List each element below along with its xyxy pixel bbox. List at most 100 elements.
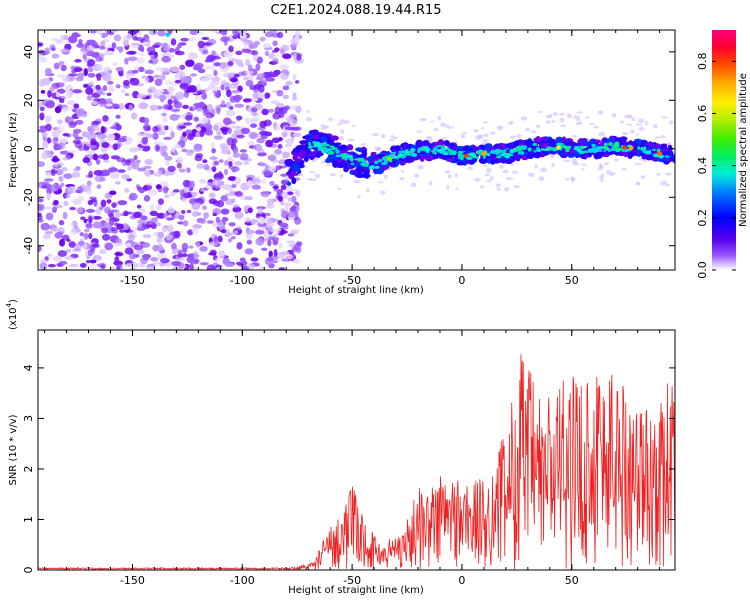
noise-blob (62, 157, 69, 161)
ridge-blob (299, 140, 307, 144)
ridge-core-blob (528, 149, 532, 152)
ridge-halo-blob (534, 164, 539, 169)
ridge-core-blob (327, 150, 335, 155)
noise-blob (216, 106, 221, 115)
noise-blob (124, 247, 134, 255)
ridge-halo-blob (653, 124, 658, 129)
ridge-blob (364, 172, 370, 178)
noise-blob (235, 50, 243, 56)
noise-blob (59, 150, 70, 155)
noise-blob (196, 163, 205, 169)
noise-blob (133, 155, 138, 161)
noise-blob (146, 126, 151, 132)
noise-blob (43, 224, 48, 231)
noise-blob (125, 242, 132, 248)
noise-blob (260, 191, 270, 198)
noise-blob (145, 220, 154, 226)
noise-blob (215, 93, 220, 99)
noise-blob (257, 152, 267, 157)
ridge-halo-blob (380, 134, 386, 139)
noise-blob (175, 91, 185, 100)
colorbar-tick-label: 0.8 (696, 53, 709, 71)
noise-blob (143, 165, 152, 170)
noise-blob (71, 32, 80, 38)
ridge-peak (621, 145, 627, 150)
noise-blob (47, 263, 56, 268)
noise-blob (217, 171, 223, 179)
noise-blob (45, 104, 55, 109)
noise-blob (227, 176, 237, 181)
noise-blob (239, 149, 248, 153)
spectrogram-y-tick-label: 0 (22, 145, 35, 152)
noise-blob (185, 59, 195, 67)
noise-blob (211, 147, 216, 154)
noise-blob (184, 114, 193, 121)
ridge-peak (481, 151, 487, 156)
noise-blob (246, 263, 256, 270)
ridge-core-blob (378, 159, 383, 163)
noise-blob (49, 44, 56, 51)
noise-blob (268, 228, 276, 233)
ridge-core-blob (513, 149, 518, 153)
noise-blob (181, 198, 188, 203)
ridge-core-blob (362, 160, 366, 166)
colorbar: 0.0 0.2 0.4 0.6 0.8 Normalized spectral ampl… (696, 30, 749, 279)
noise-blob (246, 239, 253, 245)
ridge-blob (568, 154, 575, 158)
noise-blob (162, 71, 170, 76)
ridge-blob (302, 135, 311, 140)
noise-blob (39, 125, 48, 130)
noise-blob (96, 63, 103, 72)
noise-blob (95, 158, 101, 165)
noise-blob (179, 230, 184, 234)
ridge-halo-blob (548, 114, 553, 117)
noise-blob (61, 166, 68, 172)
noise-blob (91, 100, 98, 106)
ridge-blob (288, 173, 295, 180)
ridge-halo-blob (483, 133, 489, 137)
noise-blob (99, 91, 106, 96)
noise-blob (133, 211, 142, 219)
ridge-halo-blob (545, 120, 552, 124)
noise-blob (143, 76, 150, 84)
ridge-core-blob (613, 142, 619, 148)
noise-blob (220, 80, 228, 85)
noise-blob (117, 200, 128, 206)
noise-blob (210, 142, 215, 149)
noise-blob (148, 60, 153, 64)
noise-blob (295, 80, 300, 84)
noise-blob (117, 137, 127, 143)
noise-blob (166, 224, 174, 233)
noise-blob (172, 189, 180, 193)
noise-blob (271, 236, 280, 243)
noise-blob (221, 100, 226, 106)
noise-blob (243, 41, 249, 48)
noise-blob (167, 125, 174, 132)
noise-blob (260, 133, 268, 140)
noise-blob (113, 34, 122, 42)
ridge-halo-blob (571, 158, 578, 164)
spectrogram-y-tick-label: -40 (22, 237, 35, 255)
noise-blob (58, 98, 65, 104)
noise-blob (74, 136, 83, 140)
snr-y-scale-label: (x104) (5, 299, 19, 330)
noise-blob (213, 135, 223, 140)
noise-blob (292, 258, 301, 264)
ridge-halo-blob (311, 158, 317, 163)
noise-blob (230, 236, 236, 240)
noise-blob (210, 76, 221, 82)
ridge-halo-blob (620, 120, 625, 124)
snr-x-tick-label: -50 (343, 574, 361, 587)
noise-blob (224, 198, 235, 206)
noise-blob (202, 159, 208, 164)
spectrogram-ticks: -150 -100 -50 0 50 -40 -20 0 20 40 (22, 30, 675, 287)
ridge-blob (652, 143, 661, 148)
noise-blob (251, 184, 261, 190)
noise-blob (76, 206, 84, 214)
ridge-halo-blob (297, 132, 302, 137)
snr-x-tick-label: 0 (458, 574, 465, 587)
noise-blob (58, 175, 64, 182)
noise-blob (111, 202, 117, 208)
snr-y-tick-label: 4 (22, 364, 35, 371)
ridge-halo-blob (636, 133, 640, 136)
